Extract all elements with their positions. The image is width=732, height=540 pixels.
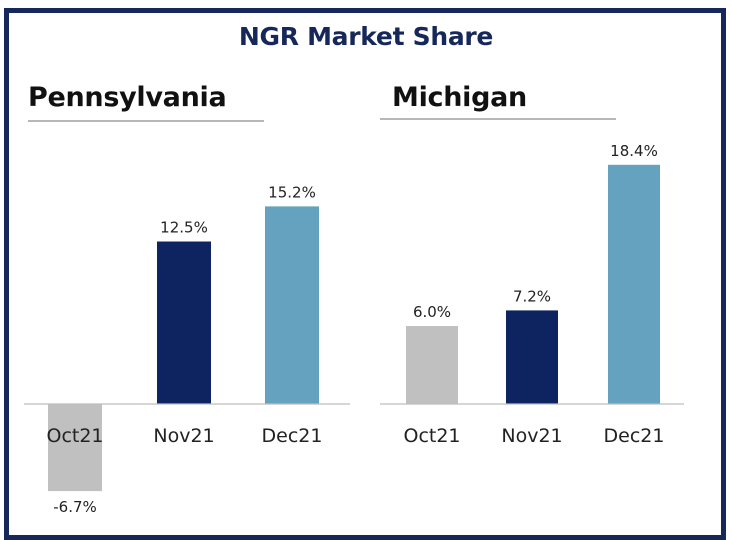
pennsylvania-tick-label-nov21: Nov21	[153, 425, 214, 447]
pennsylvania-bar-dec21	[265, 206, 319, 404]
pennsylvania-title-rule	[28, 120, 264, 122]
michigan-tick-label-dec21: Dec21	[604, 425, 665, 447]
michigan-title: Michigan	[392, 82, 527, 113]
michigan-bar-oct21	[406, 326, 458, 404]
michigan-title-rule	[380, 118, 616, 120]
pennsylvania-bar-nov21	[157, 241, 211, 404]
pennsylvania-data-label-dec21: 15.2%	[268, 183, 316, 201]
pennsylvania-data-label-nov21: 12.5%	[160, 219, 208, 237]
pennsylvania-title: Pennsylvania	[28, 82, 227, 113]
michigan-data-label-oct21: 6.0%	[413, 303, 451, 321]
chart-frame	[4, 8, 726, 540]
pennsylvania-data-label-oct21: -6.7%	[53, 498, 97, 516]
michigan-data-label-dec21: 18.4%	[610, 142, 658, 160]
pennsylvania-tick-label-dec21: Dec21	[262, 425, 323, 447]
pennsylvania-tick-label-oct21: Oct21	[46, 425, 103, 447]
michigan-bar-nov21	[506, 310, 558, 404]
michigan-data-label-nov21: 7.2%	[513, 287, 551, 305]
main-title: NGR Market Share	[238, 22, 494, 51]
pennsylvania-bar-oct21	[48, 404, 102, 492]
michigan-tick-label-oct21: Oct21	[403, 425, 460, 447]
michigan-bar-dec21	[608, 164, 660, 404]
michigan-tick-label-nov21: Nov21	[501, 425, 562, 447]
